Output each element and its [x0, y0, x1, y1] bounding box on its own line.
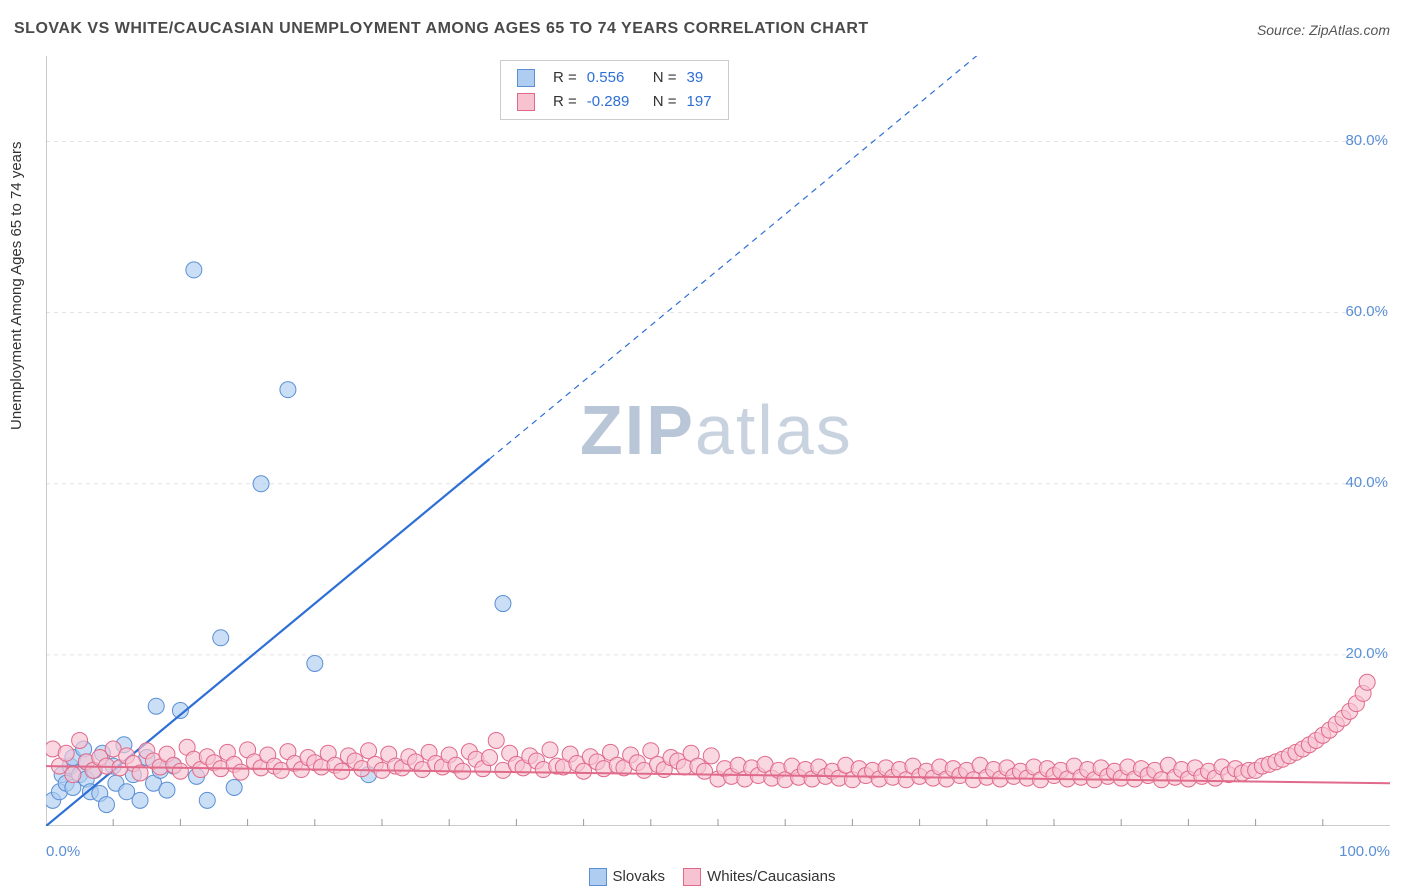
chart-title: SLOVAK VS WHITE/CAUCASIAN UNEMPLOYMENT A… [14, 20, 869, 38]
legend-label: Slovaks [613, 868, 666, 885]
y-tick-label: 20.0% [1345, 645, 1388, 662]
source-label: Source: ZipAtlas.com [1257, 22, 1390, 38]
y-tick-label: 60.0% [1345, 303, 1388, 320]
legend-label: Whites/Caucasians [707, 868, 835, 885]
y-axis-label: Unemployment Among Ages 65 to 74 years [8, 141, 25, 430]
x-axis-max-label: 100.0% [1339, 843, 1390, 860]
y-tick-label: 80.0% [1345, 132, 1388, 149]
legend-swatch [683, 868, 701, 886]
chart-container: { "title":"SLOVAK VS WHITE/CAUCASIAN UNE… [0, 0, 1406, 892]
scatter-plot [46, 56, 1390, 826]
stats-legend-box: R =0.556 N =39 R =-0.289 N =197 [500, 60, 729, 120]
x-axis-min-label: 0.0% [46, 843, 80, 860]
legend-swatch [589, 868, 607, 886]
y-tick-label: 40.0% [1345, 474, 1388, 491]
bottom-legend: Slovaks Whites/Caucasians [0, 868, 1406, 886]
